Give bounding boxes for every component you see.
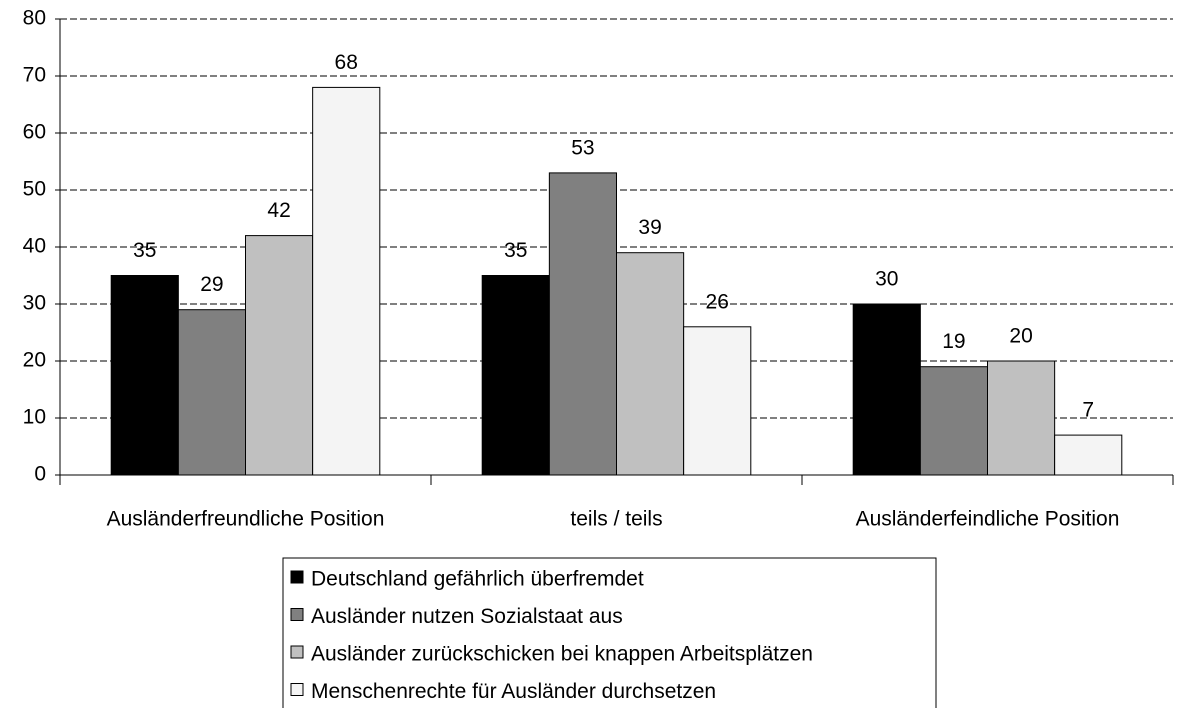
y-tick-label: 20 xyxy=(23,349,46,372)
bar xyxy=(919,366,988,476)
bar xyxy=(987,360,1056,476)
bar xyxy=(616,252,685,476)
legend-label: Deutschland gefährlich überfremdet xyxy=(311,568,644,591)
y-tick-label: 0 xyxy=(34,463,46,486)
data-label: 42 xyxy=(267,199,290,222)
data-label: 68 xyxy=(335,51,358,74)
data-label: 35 xyxy=(133,239,156,262)
legend-swatch xyxy=(290,645,304,659)
bar xyxy=(548,172,617,476)
data-label: 20 xyxy=(1009,325,1032,348)
bar xyxy=(110,275,179,476)
bar xyxy=(312,86,381,476)
legend-swatch xyxy=(290,608,304,621)
bar xyxy=(1054,434,1123,476)
legend-swatch xyxy=(290,570,304,584)
legend-swatch xyxy=(290,683,304,696)
legend-label: Ausländer nutzen Sozialstaat aus xyxy=(311,605,623,628)
data-label: 53 xyxy=(571,136,594,159)
y-tick-label: 80 xyxy=(23,7,46,30)
bar xyxy=(245,235,314,476)
y-tick-label: 10 xyxy=(23,406,46,429)
y-tick-label: 50 xyxy=(23,178,46,201)
data-label: 26 xyxy=(706,290,729,313)
data-label: 7 xyxy=(1082,399,1094,422)
bar xyxy=(177,309,246,476)
bar xyxy=(852,303,921,476)
bar xyxy=(481,275,550,476)
data-label: 19 xyxy=(942,330,965,353)
data-label: 30 xyxy=(875,268,898,291)
x-tick-label: teils / teils xyxy=(570,508,662,531)
data-label: 39 xyxy=(638,216,661,239)
y-tick-label: 40 xyxy=(23,235,46,258)
legend-label: Ausländer zurückschicken bei knappen Arb… xyxy=(311,643,813,666)
y-tick-label: 60 xyxy=(23,121,46,144)
x-tick-label: Ausländerfreundliche Position xyxy=(107,508,385,531)
bar xyxy=(683,326,752,476)
legend-label: Menschenrechte für Ausländer durchsetzen xyxy=(311,680,716,703)
x-tick-label: Ausländerfeindliche Position xyxy=(856,508,1120,531)
y-tick-label: 70 xyxy=(23,64,46,87)
y-tick-label: 30 xyxy=(23,292,46,315)
legend-box xyxy=(282,557,937,708)
data-label: 35 xyxy=(504,239,527,262)
data-label: 29 xyxy=(200,273,223,296)
